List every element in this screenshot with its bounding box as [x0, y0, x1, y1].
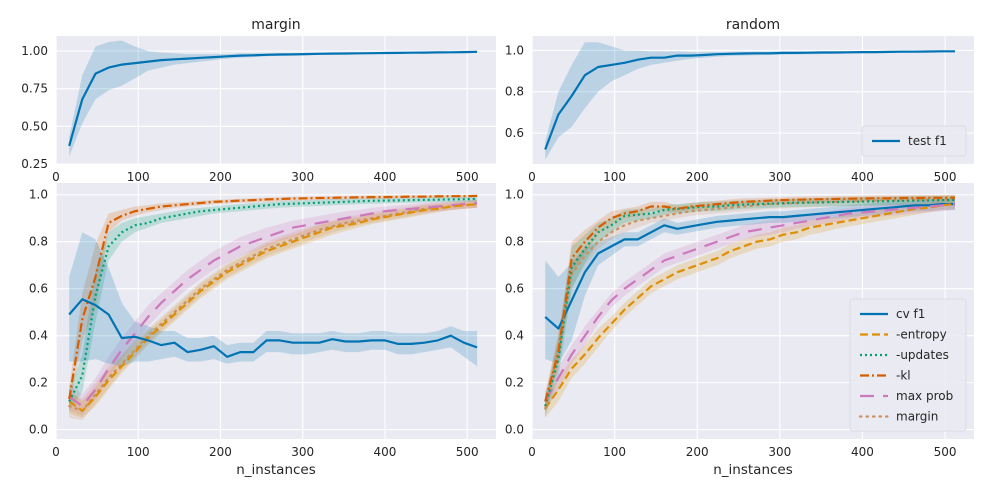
x-tick-label: 200: [686, 170, 709, 184]
x-tick-label: 0: [528, 445, 536, 459]
line-test-f1: [544, 50, 955, 150]
band-margin: [69, 199, 478, 421]
y-tick-label: 0.0: [505, 423, 524, 437]
x-tick-label: 500: [456, 445, 479, 459]
plot-area: [544, 195, 957, 418]
y-tick-label: 0.8: [505, 235, 524, 249]
line-margin: [544, 198, 957, 410]
line-kl: [68, 194, 478, 400]
legend-label-entropy: -entropy: [896, 328, 947, 342]
x-tick-label: 300: [291, 445, 314, 459]
x-tick-label: 200: [686, 445, 709, 459]
y-tick-label: 1.00: [21, 44, 48, 58]
chart-tr: 0.6 0.8 1.0 0 100 200 300 400 500 random test f1: [505, 17, 974, 184]
y-tick-label: 1.0: [29, 188, 48, 202]
x-axis-label: n_instances: [713, 462, 793, 478]
chart-tl: 0.25 0.50 0.75 1.00 0 100 200 300 400 500 margin: [21, 17, 496, 184]
y-tick-label: 0.8: [505, 85, 524, 99]
line-max-prob: [544, 203, 956, 402]
x-tick-label: 400: [374, 445, 397, 459]
x-tick-label: 0: [52, 170, 60, 184]
plot-area: [68, 40, 478, 157]
x-tick-label: 100: [127, 445, 150, 459]
y-tick-label: 1.0: [505, 188, 524, 202]
legend-label-test-f1: test f1: [908, 134, 947, 148]
band-test-f1: [545, 42, 955, 160]
line-cv-f1: [68, 298, 478, 358]
x-tick-label: 500: [456, 170, 479, 184]
legend-frame: [861, 125, 967, 157]
plot-background: [56, 36, 496, 164]
x-tick-label: 500: [934, 445, 957, 459]
y-tick-label: 0.6: [29, 282, 48, 296]
x-tick-label: 300: [768, 170, 791, 184]
line-max-prob: [68, 201, 478, 408]
y-tick-label: 0.6: [505, 282, 524, 296]
legend: test f1: [861, 125, 967, 157]
y-tick-label: 0.75: [21, 82, 48, 96]
legend-label-kl: -kl: [896, 369, 911, 383]
x-axis-label: n_instances: [236, 462, 316, 478]
y-tick-label: 0.2: [29, 376, 48, 390]
y-tick-label: 0.50: [21, 119, 48, 133]
y-tick-label: 1.0: [505, 43, 524, 57]
line-entropy: [544, 203, 956, 410]
x-tick-label: 200: [209, 445, 232, 459]
legend-label-margin: margin: [896, 410, 938, 424]
y-tick-label: 0.4: [505, 329, 524, 343]
x-tick-label: 300: [768, 445, 791, 459]
band-kl: [69, 195, 478, 409]
x-tick-label: 100: [603, 445, 626, 459]
legend-label-updates: -updates: [896, 348, 949, 362]
y-tick-label: 0.0: [29, 423, 48, 437]
legend: cv f1 -entropy -updates -kl max prob margin: [849, 298, 967, 432]
x-tick-label: 400: [851, 445, 874, 459]
x-tick-label: 400: [374, 170, 397, 184]
chart-bl: 0.0 0.2 0.4 0.6 0.8 1.0 0 100 200 300 400 500 n_inst…: [29, 183, 496, 478]
y-tick-label: 0.8: [29, 235, 48, 249]
line-entropy: [68, 203, 478, 412]
y-tick-label: 0.6: [505, 126, 524, 140]
legend-label-cv-f1: cv f1: [896, 307, 925, 321]
band-cv-f1: [545, 198, 955, 364]
x-tick-label: 0: [52, 445, 60, 459]
y-tick-label: 0.4: [29, 329, 48, 343]
x-tick-label: 0: [528, 170, 536, 184]
plot-area: [544, 42, 955, 160]
y-tick-label: 0.2: [505, 376, 524, 390]
x-tick-label: 200: [209, 170, 232, 184]
line-margin: [68, 203, 479, 412]
panel-title: margin: [251, 17, 300, 33]
plot-area: [68, 194, 479, 421]
x-tick-label: 300: [291, 170, 314, 184]
plot-background: [56, 183, 496, 439]
line-cv-f1: [544, 203, 955, 330]
band-entropy: [69, 200, 478, 418]
panel-title: random: [726, 17, 780, 33]
line-test-f1: [68, 50, 478, 147]
legend-label-max-prob: max prob: [896, 389, 953, 403]
line-kl: [544, 196, 956, 402]
band-cv-f1: [69, 232, 478, 367]
x-tick-label: 400: [851, 170, 874, 184]
band-max-prob: [69, 199, 478, 416]
x-tick-label: 500: [934, 170, 957, 184]
legend-frame: [849, 298, 967, 432]
x-tick-label: 100: [127, 170, 150, 184]
x-tick-label: 100: [603, 170, 626, 184]
chart-br: 0.0 0.2 0.4 0.6 0.8 1.0 0 100 200 300 400 500 n_inst…: [505, 183, 974, 478]
line-updates: [68, 197, 478, 402]
y-tick-label: 0.25: [21, 157, 48, 171]
